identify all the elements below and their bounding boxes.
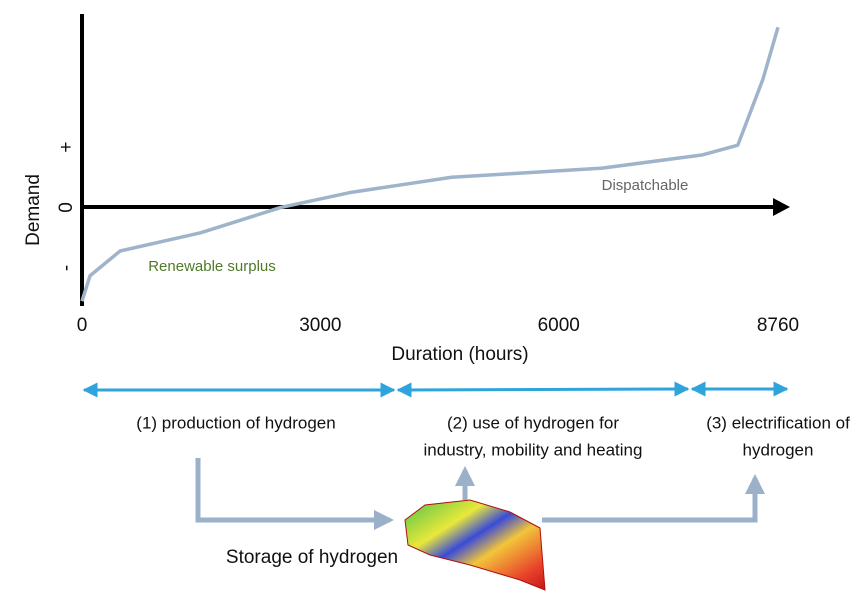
phase-label: industry, mobility and heating <box>424 440 643 459</box>
flow-arrow <box>542 474 765 523</box>
phase-labels: (1) production of hydrogen (2) use of hyd… <box>136 413 850 459</box>
x-axis-title: Duration (hours) <box>391 344 528 365</box>
y-tick-label: 0 <box>56 202 77 213</box>
x-tick-label: 6000 <box>538 315 580 336</box>
annotation: Dispatchable <box>602 177 689 194</box>
x-tick-label: 0 <box>77 315 88 336</box>
phase-arrow <box>396 381 690 398</box>
phase-label: (2) use of hydrogen for <box>447 413 619 432</box>
y-tick-label: - <box>56 265 77 271</box>
y-tick-label: + <box>56 141 77 152</box>
storage-image <box>404 499 546 591</box>
x-axis-arrow <box>773 198 790 216</box>
x-tick-label: 3000 <box>299 315 341 336</box>
phase-label: (3) electrification of <box>706 413 850 432</box>
x-tick-label: 8760 <box>757 315 799 336</box>
storage-label: Storage of hydrogen <box>226 547 398 568</box>
annotation: Renewable surplus <box>148 258 276 275</box>
phase-label: hydrogen <box>743 440 814 459</box>
flow-arrow <box>195 458 394 530</box>
y-axis-title: Demand <box>23 174 44 246</box>
phase-label: (1) production of hydrogen <box>136 413 335 432</box>
demand-curve <box>80 26 780 302</box>
